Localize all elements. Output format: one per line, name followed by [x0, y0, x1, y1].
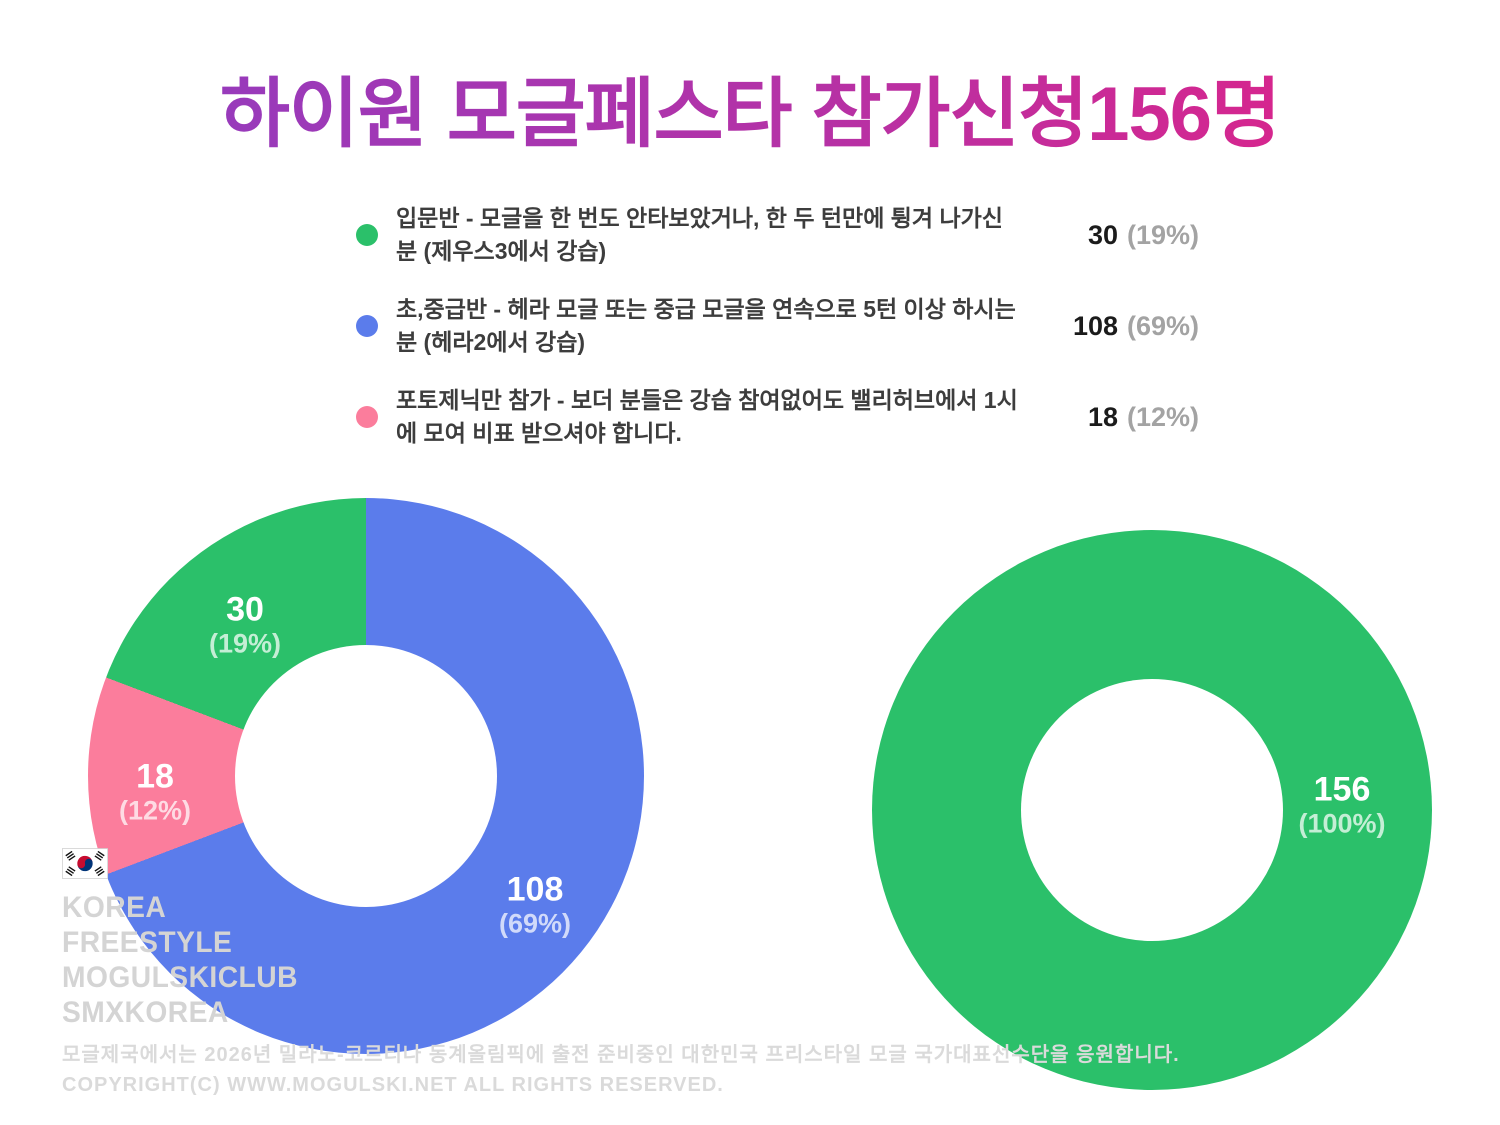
legend-label: 포토제닉만 참가 - 보더 분들은 강습 참여없어도 밸리허브에서 1시에 모여… — [396, 387, 1018, 446]
slice-percent: (12%) — [118, 795, 192, 826]
footer-copyright: COPYRIGHT(C) WWW.MOGULSKI.NET ALL RIGHTS… — [62, 1074, 724, 1096]
slice-label-total: 156 (100%) — [1298, 770, 1385, 839]
legend-dot-pink — [356, 406, 378, 428]
donut-chart-total: 156 (100%) — [872, 530, 1432, 1090]
legend-percent: (12%) — [1127, 401, 1200, 432]
legend-dot-green — [356, 224, 378, 246]
legend-count: 108 — [1072, 310, 1118, 341]
slice-value: 108 — [506, 870, 564, 909]
korea-flag-icon — [62, 848, 108, 884]
legend-percent: (69%) — [1127, 310, 1200, 341]
chart-legend: 입문반 - 모글을 한 번도 안타보았거나, 한 두 턴만에 튕겨 나가신 분 … — [356, 202, 1216, 450]
branding-line: MOGULSKICLUB — [62, 961, 298, 994]
donut-hole — [1021, 679, 1283, 941]
legend-dot-blue — [356, 315, 378, 337]
legend-item-beginner: 입문반 - 모글을 한 번도 안타보았거나, 한 두 턴만에 튕겨 나가신 분 … — [356, 202, 1216, 268]
legend-label: 초,중급반 - 헤라 모글 또는 중급 모글을 연속으로 5턴 이상 하시는 분… — [396, 296, 1016, 355]
slice-value: 156 — [1313, 770, 1371, 809]
legend-count: 18 — [1087, 401, 1118, 432]
legend-value: 18 (12%) — [1054, 402, 1199, 433]
slice-label-beginner: 30 (19%) — [209, 590, 281, 659]
slice-label-intermediate: 108 (69%) — [499, 870, 571, 939]
club-branding: KOREA FREESTYLE MOGULSKICLUB SMXKOREA — [62, 890, 298, 1030]
slice-label-photogenic: 18 (12%) — [119, 757, 191, 826]
legend-value: 30 (19%) — [1054, 220, 1199, 251]
branding-line: SMXKOREA — [62, 996, 229, 1029]
page-title: 하이원 모글페스타 참가신청156명 — [0, 52, 1500, 162]
legend-item-photogenic: 포토제닉만 참가 - 보더 분들은 강습 참여없어도 밸리허브에서 1시에 모여… — [356, 384, 1216, 450]
legend-item-intermediate: 초,중급반 - 헤라 모글 또는 중급 모글을 연속으로 5턴 이상 하시는 분… — [356, 293, 1216, 359]
slice-percent: (19%) — [208, 628, 282, 659]
footer: 모글제국에서는 2026년 밀라노-코르티나 동계올림픽에 출전 준비중인 대한… — [62, 1040, 1180, 1100]
slice-value: 18 — [136, 757, 174, 796]
legend-count: 30 — [1087, 219, 1118, 250]
legend-label: 입문반 - 모글을 한 번도 안타보았거나, 한 두 턴만에 튕겨 나가신 분 … — [396, 205, 1003, 264]
branding-line: FREESTYLE — [62, 926, 233, 959]
branding-line: KOREA — [62, 891, 167, 924]
footer-support-text: 모글제국에서는 2026년 밀라노-코르티나 동계올림픽에 출전 준비중인 대한… — [62, 1044, 1180, 1066]
legend-value: 108 (69%) — [1054, 311, 1199, 342]
donut-hole — [235, 645, 497, 907]
slice-percent: (69%) — [498, 908, 572, 939]
legend-percent: (19%) — [1127, 219, 1200, 250]
slice-percent: (100%) — [1298, 808, 1386, 839]
slice-value: 30 — [226, 590, 264, 629]
